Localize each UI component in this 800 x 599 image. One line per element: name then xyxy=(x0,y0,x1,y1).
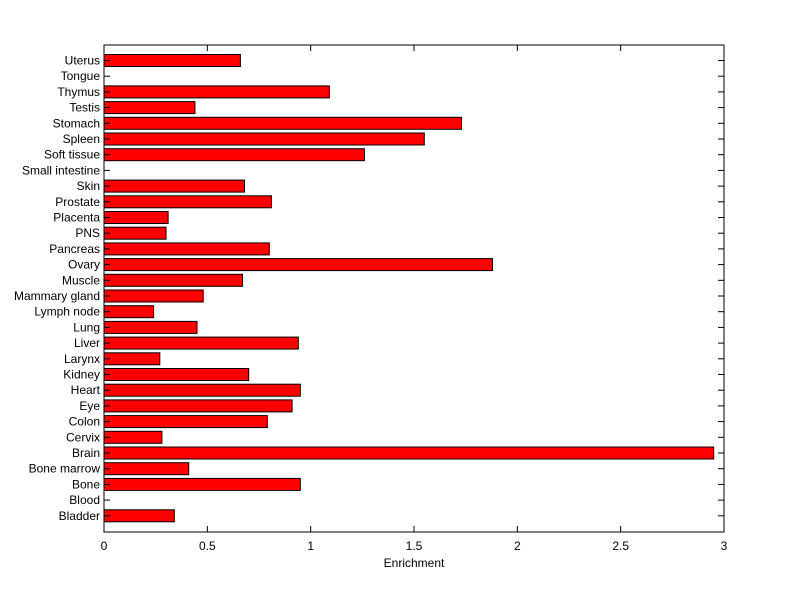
y-tick-label: Uterus xyxy=(65,54,100,68)
bar-25 xyxy=(103,446,715,460)
bar-13 xyxy=(103,258,493,272)
x-tick-label: 0 xyxy=(101,539,108,553)
bar-22 xyxy=(103,399,293,413)
bar-17 xyxy=(103,320,198,334)
y-tick-label: Soft tissue xyxy=(44,148,100,162)
bar-11 xyxy=(103,226,167,240)
x-tick-label: 2 xyxy=(514,539,521,553)
y-tick-label: Lymph node xyxy=(34,305,100,319)
bar-24 xyxy=(103,430,163,444)
y-tick-label: Tongue xyxy=(61,69,101,83)
y-tick-label: Liver xyxy=(74,336,100,350)
bar-16 xyxy=(103,305,155,319)
y-tick-label: Ovary xyxy=(68,258,100,272)
bar-19 xyxy=(103,352,161,366)
bar-14 xyxy=(103,273,243,287)
y-tick-label: Brain xyxy=(72,446,100,460)
y-tick-label: Skin xyxy=(77,179,100,193)
y-tick-label: Muscle xyxy=(62,273,100,287)
bar-2 xyxy=(103,85,330,99)
x-tick-label: 2.5 xyxy=(612,539,629,553)
y-tick-label: Testis xyxy=(69,101,100,115)
bar-9 xyxy=(103,195,272,209)
x-tick-label: 1 xyxy=(307,539,314,553)
bar-6 xyxy=(103,148,365,162)
y-tick-label: Spleen xyxy=(63,132,100,146)
y-tick-label: Prostate xyxy=(55,195,100,209)
y-tick-label: Stomach xyxy=(53,116,100,130)
y-tick-label: Small intestine xyxy=(22,163,100,177)
y-tick-label: Larynx xyxy=(64,352,100,366)
bar-27 xyxy=(103,477,301,491)
bar-18 xyxy=(103,336,299,350)
bar-5 xyxy=(103,132,425,146)
bar-3 xyxy=(103,101,196,115)
bars-group xyxy=(103,54,715,523)
y-tick-label: Colon xyxy=(69,415,100,429)
bar-4 xyxy=(103,116,462,130)
bar-15 xyxy=(103,289,204,303)
y-tick-label: Heart xyxy=(71,383,101,397)
x-tick-label: 0.5 xyxy=(199,539,216,553)
bar-8 xyxy=(103,179,245,193)
y-tick-label: Thymus xyxy=(57,85,100,99)
y-tick-label: PNS xyxy=(75,226,100,240)
x-axis-label: Enrichment xyxy=(384,556,445,570)
bar-0 xyxy=(103,54,241,67)
y-tick-label: Bladder xyxy=(59,509,100,523)
y-tick-label: Blood xyxy=(69,493,100,507)
bar-10 xyxy=(103,211,169,224)
bar-23 xyxy=(103,415,268,429)
bar-26 xyxy=(103,462,190,476)
x-tick-label: 1.5 xyxy=(406,539,423,553)
y-tick-label: Mammary gland xyxy=(14,289,100,303)
y-tick-label: Lung xyxy=(73,320,100,334)
y-tick-label: Bone marrow xyxy=(29,462,101,476)
y-tick-label: Placenta xyxy=(53,211,100,225)
bar-21 xyxy=(103,383,301,397)
y-tick-label: Kidney xyxy=(63,368,100,382)
bar-20 xyxy=(103,368,250,381)
y-tick-label: Pancreas xyxy=(49,242,100,256)
x-ticks: 0 0.5 1 1.5 2 2.5 3 xyxy=(101,45,728,553)
bar-29 xyxy=(103,509,175,523)
y-tick-label: Cervix xyxy=(66,430,100,444)
y-tick-label: Eye xyxy=(79,399,100,413)
y-tick-label: Bone xyxy=(72,477,100,491)
x-tick-label: 3 xyxy=(721,539,728,553)
bar-12 xyxy=(103,242,270,256)
